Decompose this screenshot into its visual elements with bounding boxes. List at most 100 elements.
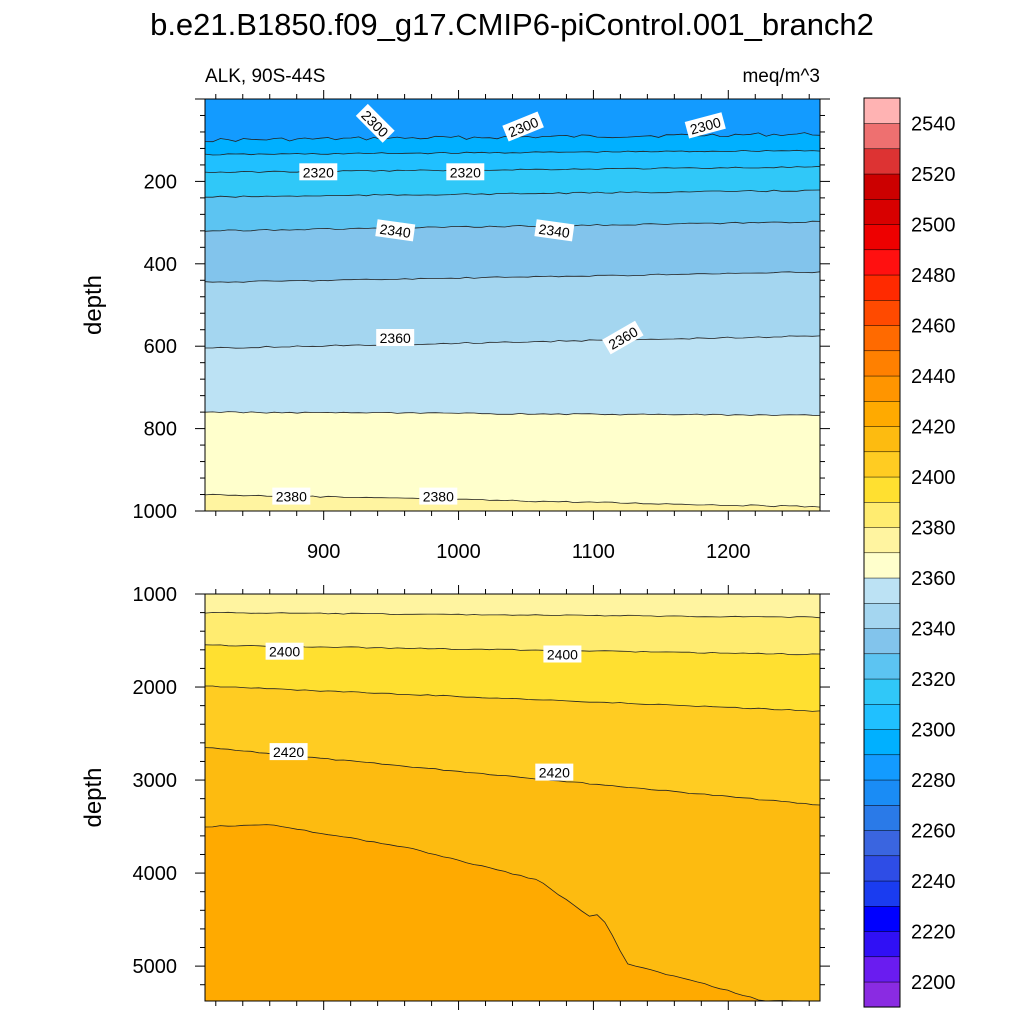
contour-label-text: 2400 [269, 644, 300, 660]
contour-label-0-5: 2340 [375, 219, 416, 242]
colorbar-label: 2380 [911, 517, 956, 539]
colorbar-box [863, 350, 901, 377]
colorbar-label: 2300 [911, 719, 956, 741]
contour-label-1-0: 2400 [265, 642, 304, 660]
contour-label-1-3: 2420 [535, 763, 574, 781]
colorbar-label: 2440 [911, 366, 956, 388]
colorbar-label: 2400 [911, 467, 956, 489]
colorbar-box [863, 855, 901, 882]
y-tick-label: 600 [144, 336, 177, 358]
contour-label-box [602, 320, 644, 355]
colorbar-label: 2480 [911, 265, 956, 287]
right-string: meq/m^3 [742, 66, 820, 87]
colorbar-box [863, 224, 901, 251]
contour-label-text: 2300 [688, 114, 722, 138]
colorbar-box [863, 830, 901, 857]
contour-label-box [534, 219, 575, 242]
colorbar-label: 2360 [911, 568, 956, 590]
colorbar-box [863, 299, 901, 326]
colorbar-frame [863, 97, 901, 1008]
colorbar-label: 2460 [911, 315, 956, 337]
colorbar-box [863, 703, 901, 730]
contour-label-text: 2380 [423, 489, 454, 505]
contour-label-text: 2420 [273, 744, 304, 760]
contour-label-box [299, 163, 338, 181]
colorbar-box [863, 97, 901, 124]
contour-label-box [502, 111, 544, 142]
colorbar-box [863, 678, 901, 705]
colorbar-label: 2280 [911, 770, 956, 792]
contour-label-text: 2340 [538, 221, 571, 241]
colorbar-box [863, 451, 901, 478]
contour-label-box [265, 642, 304, 660]
colorbar-box [863, 173, 901, 200]
contour-label-0-4: 2320 [446, 163, 485, 181]
contour-fill-2380 [205, 494, 820, 511]
contour-label-box [419, 487, 458, 505]
colorbar-box [863, 426, 901, 453]
contour-label-box [269, 743, 308, 761]
y-tick-label: 3000 [133, 770, 178, 792]
colorbar-label: 2340 [911, 618, 956, 640]
colorbar-box [863, 754, 901, 781]
colorbar-label: 2320 [911, 669, 956, 691]
contour-label-text: 2420 [539, 765, 570, 781]
colorbar-label: 2240 [911, 871, 956, 893]
colorbar-box [863, 249, 901, 276]
colorbar-box [863, 956, 901, 983]
chart-title: b.e21.B1850.f09_g17.CMIP6-piControl.001_… [150, 7, 874, 42]
colorbar-label: 2540 [911, 113, 956, 135]
colorbar-box [863, 880, 901, 907]
y-axis-label: depth [80, 767, 107, 827]
contour-label-box [355, 103, 395, 143]
contour-label-text: 2340 [379, 221, 412, 241]
contour-label-text: 2400 [547, 647, 578, 663]
colorbar-box [863, 931, 901, 958]
x-tick-label: 1000 [436, 541, 481, 563]
colorbar-box [863, 476, 901, 503]
contour-label-box [446, 163, 485, 181]
contour-label-0-3: 2320 [299, 163, 338, 181]
x-tick-label: 1100 [572, 541, 615, 563]
contour-line-2410 [205, 685, 821, 712]
contour-label-0-9: 2380 [272, 487, 311, 505]
contour-label-box [375, 219, 416, 242]
colorbar-label: 2260 [911, 820, 956, 842]
x-tick-label: 1200 [706, 541, 751, 563]
colorbar-box [863, 602, 901, 629]
colorbar-box [863, 628, 901, 655]
contour-label-0-2: 2300 [684, 112, 726, 139]
y-tick-label: 2000 [133, 677, 178, 699]
y-tick-label: 4000 [133, 863, 178, 885]
contour-line-2360 [205, 335, 821, 349]
lower-panel: 2400 2400 2420 2420 1000 2000 3000 4000 5000 dept… [80, 584, 830, 1010]
contour-line-2390 [204, 611, 821, 619]
y-tick-label: 1000 [133, 501, 178, 523]
left-string: ALK, 90S-44S [205, 66, 325, 87]
contour-label-box [543, 645, 582, 663]
contour-label-0-10: 2380 [419, 487, 458, 505]
contour-label-1-1: 2400 [543, 645, 582, 663]
contour-line-2350 [204, 271, 821, 283]
contour-line-2400 [204, 644, 821, 656]
contour-label-0-6: 2340 [534, 219, 575, 242]
colorbar-label: 2500 [911, 214, 956, 236]
colorbar-box [863, 729, 901, 756]
colorbar-label: 2520 [911, 164, 956, 186]
contour-label-box [535, 763, 574, 781]
colorbar-label: 2220 [911, 921, 956, 943]
colorbar-box [863, 577, 901, 604]
colorbar-box [863, 981, 901, 1008]
y-tick-label: 800 [144, 419, 177, 441]
contour-fill-2430 [205, 824, 820, 1001]
contour-label-text: 2320 [450, 164, 481, 180]
contour-label-box [272, 487, 311, 505]
colorbar-box [863, 804, 901, 831]
colorbar-box [863, 905, 901, 932]
colorbar-box [863, 274, 901, 301]
y-axis-label: depth [80, 275, 107, 335]
colorbar-box [863, 779, 901, 806]
colorbar-box [863, 375, 901, 402]
contour-fill-2370 [205, 411, 820, 511]
